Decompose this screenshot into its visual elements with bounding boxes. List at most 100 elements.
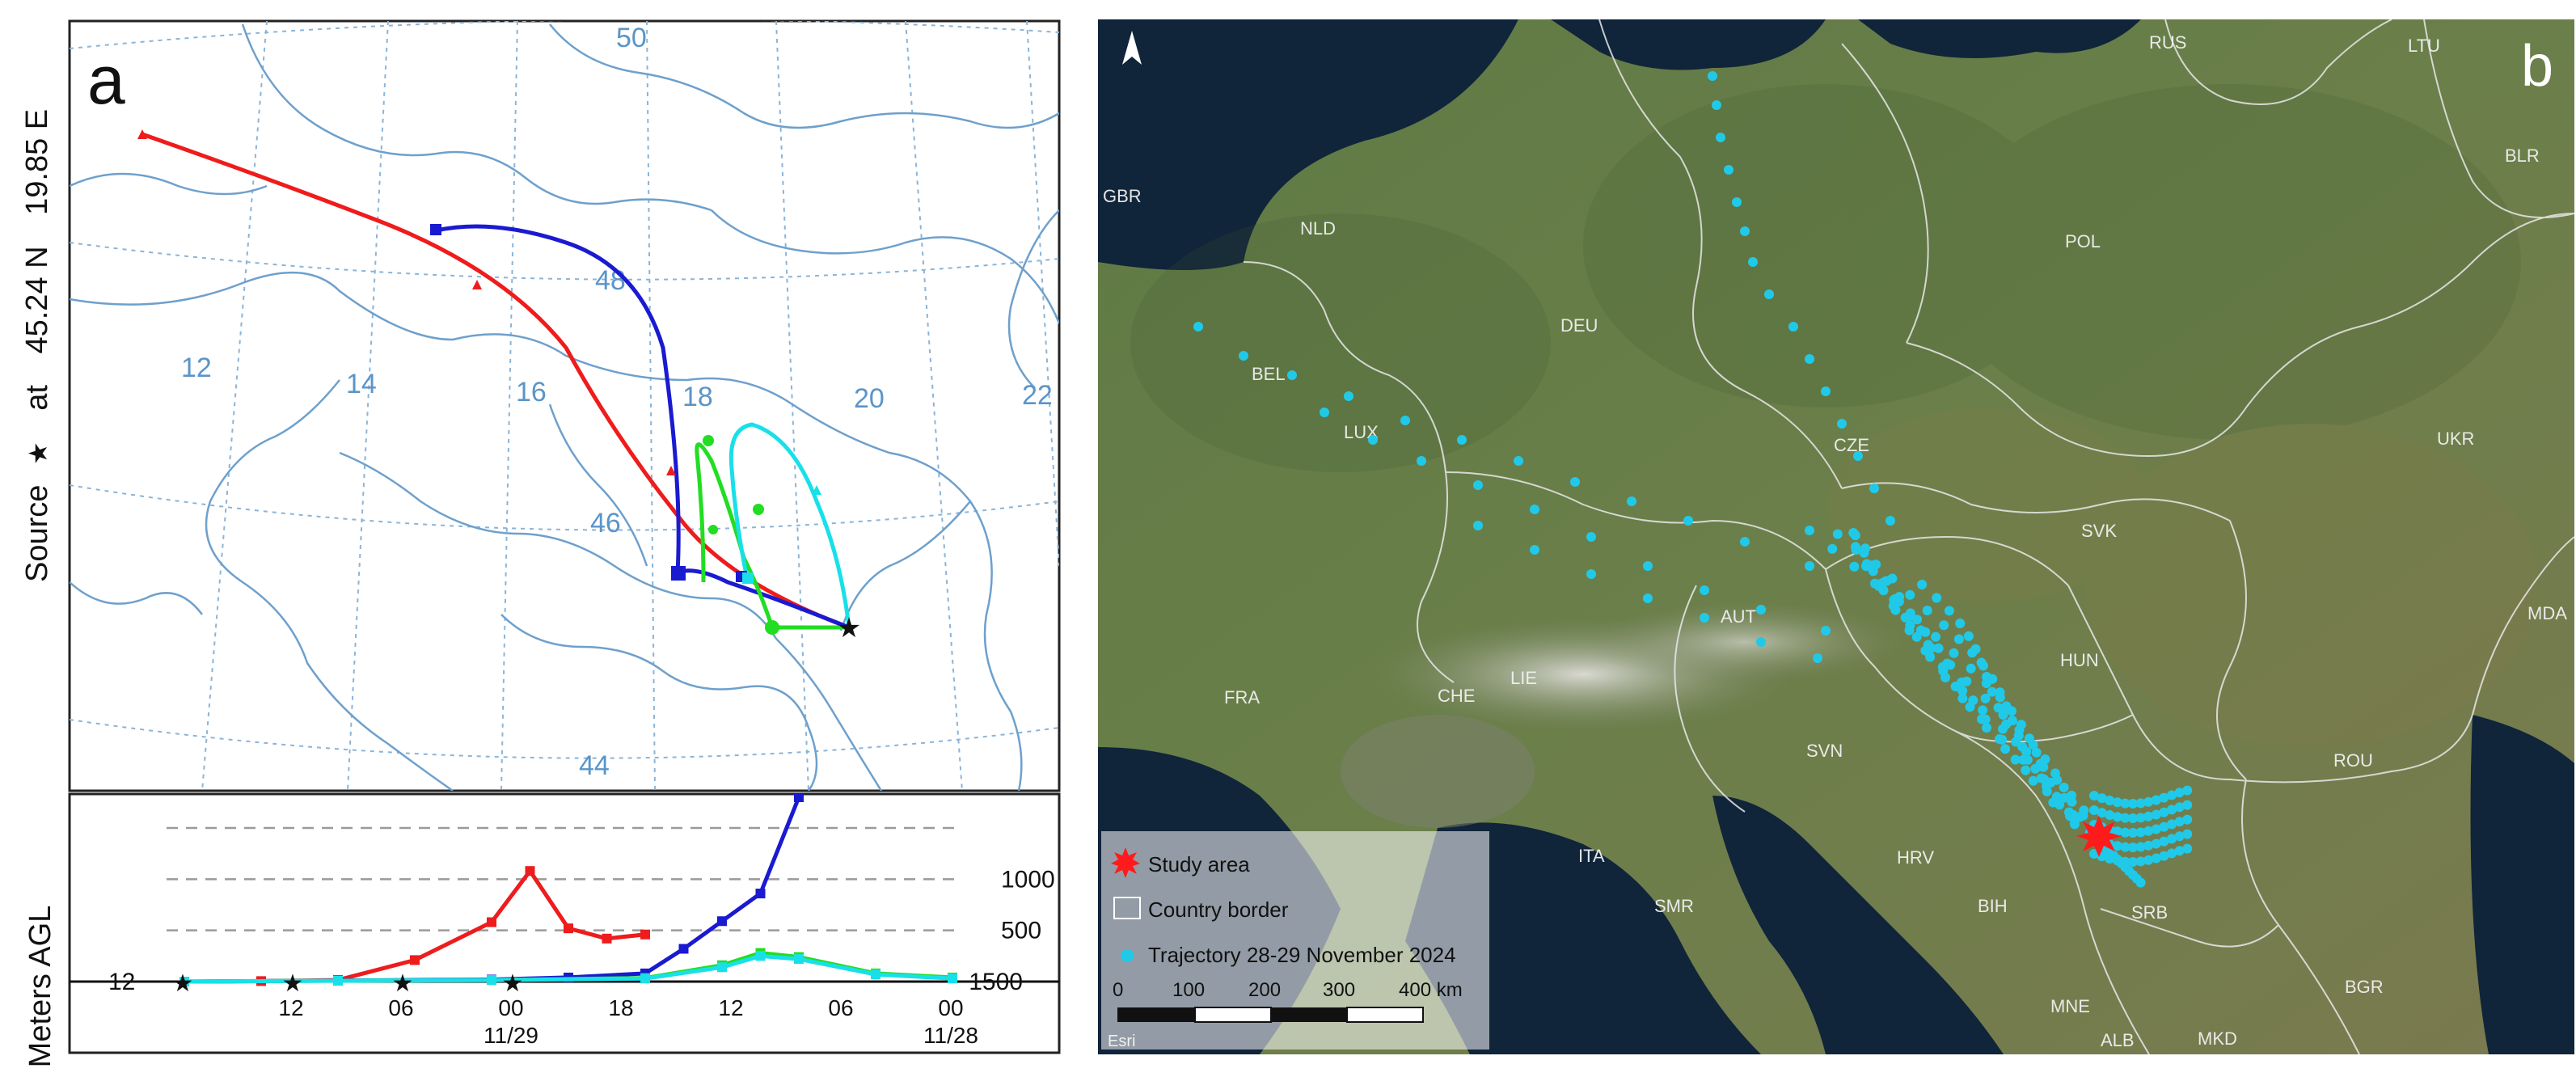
country-label: FRA bbox=[1224, 687, 1260, 707]
trajectory-point bbox=[2051, 792, 2062, 802]
trajectory-point bbox=[2167, 805, 2177, 815]
trajectory-point bbox=[1732, 197, 1742, 207]
trajectory-point bbox=[1586, 569, 1596, 579]
trajectory-point bbox=[2174, 846, 2185, 856]
trajectory-point bbox=[1949, 648, 1959, 658]
black-sea bbox=[2470, 715, 2574, 1054]
trajectory-point bbox=[1953, 634, 1964, 644]
country-label: BLR bbox=[2505, 146, 2540, 166]
trajectory-point bbox=[1700, 613, 1709, 623]
trajectory-point bbox=[1756, 637, 1766, 647]
trajectory-point bbox=[2069, 818, 2080, 829]
trajectory-point bbox=[1805, 526, 1814, 535]
trajectory-point bbox=[1957, 686, 1968, 696]
trajectory-point bbox=[1962, 676, 1972, 686]
trajectory-point bbox=[2128, 828, 2138, 838]
trajectory-point bbox=[1712, 100, 1721, 110]
scale-label: 200 bbox=[1248, 979, 1281, 1001]
trajectory-point bbox=[2182, 829, 2193, 839]
trajectory-point bbox=[1740, 226, 1750, 236]
trajectory-point bbox=[2112, 841, 2122, 851]
country-label: SRB bbox=[2131, 902, 2168, 923]
green-trajectory bbox=[695, 442, 849, 630]
circle-marker bbox=[753, 504, 764, 515]
trajectory-point bbox=[1868, 566, 1878, 577]
x-star-marker-icon: ★ bbox=[282, 970, 304, 997]
trajectory-point bbox=[1716, 133, 1725, 142]
trajectory-point bbox=[1976, 657, 1987, 668]
country-label: MDA bbox=[2527, 603, 2567, 623]
country-label: MNE bbox=[2050, 996, 2090, 1016]
trajectory-point bbox=[1813, 653, 1822, 663]
trajectory-point bbox=[1570, 477, 1580, 487]
country-label: BEL bbox=[1252, 364, 1286, 384]
alps-snow bbox=[1583, 602, 1907, 682]
trajectory-point bbox=[1627, 496, 1636, 506]
trajectory-point bbox=[2105, 796, 2115, 805]
trajectory-point bbox=[2059, 782, 2069, 792]
x-tick-label: 06 bbox=[388, 995, 413, 1020]
country-label: LTU bbox=[2408, 36, 2440, 56]
trajectory-point bbox=[2143, 826, 2154, 836]
country-labels: RUS LTU BLR GBR NLD POL DEU BEL LUX CZE … bbox=[1103, 32, 2567, 1050]
trajectory-point bbox=[2016, 720, 2026, 730]
trajectory-point bbox=[1869, 484, 1879, 493]
lat-label: 50 bbox=[616, 23, 647, 53]
lon-label: 18 bbox=[682, 382, 713, 412]
country-label: UKR bbox=[2437, 429, 2474, 449]
trajectory-point bbox=[2011, 737, 2021, 747]
trajectory-point bbox=[1966, 663, 1976, 674]
trajectory-point bbox=[2151, 838, 2161, 849]
trajectory-point bbox=[2038, 762, 2049, 772]
trajectory-point bbox=[1917, 580, 1928, 589]
trajectory-point bbox=[1788, 322, 1798, 332]
trajectory-point bbox=[2182, 785, 2193, 796]
country-label: POL bbox=[2065, 231, 2101, 251]
trajectory-point bbox=[2067, 796, 2077, 807]
x-tick-label: 00 bbox=[938, 995, 963, 1020]
trajectory-point bbox=[1911, 631, 1922, 642]
lon-label: 20 bbox=[854, 383, 885, 414]
lon-label: 12 bbox=[181, 353, 212, 383]
country-label: LIE bbox=[1510, 668, 1537, 688]
trajectory-point bbox=[2050, 768, 2060, 779]
trajectory-point bbox=[1987, 686, 1997, 697]
trajectory-point bbox=[2167, 819, 2177, 830]
map-layer: 50 48 46 44 12 14 16 18 20 22 bbox=[70, 21, 1059, 791]
square-marker bbox=[742, 572, 754, 584]
trajectory-point bbox=[1923, 640, 1933, 650]
trajectory-point bbox=[2174, 788, 2185, 798]
y-tick-label: 500 bbox=[1001, 918, 1041, 944]
legend-trajectory-label: Trajectory 28-29 November 2024 bbox=[1148, 943, 1456, 967]
trajectory-point bbox=[2135, 813, 2146, 823]
ligurian-sea bbox=[1405, 822, 1761, 1054]
panel-a-trajectory-plot: 50 48 46 44 12 14 16 18 20 22 bbox=[0, 0, 1067, 1073]
lat-label: 48 bbox=[595, 265, 626, 296]
side-title-lat: 45.24 N bbox=[20, 246, 54, 353]
country-label: ALB bbox=[2101, 1030, 2135, 1050]
trajectory-point bbox=[2054, 800, 2065, 810]
trajectory-point bbox=[2151, 809, 2161, 820]
country-label: BGR bbox=[2345, 977, 2384, 997]
legend-trajectory-icon bbox=[1121, 949, 1134, 962]
scale-label: 300 bbox=[1323, 979, 1355, 1001]
baltic-sea bbox=[1858, 19, 2141, 58]
trajectory-point bbox=[2022, 754, 2033, 765]
trajectory-point bbox=[2159, 792, 2169, 803]
trajectory-point bbox=[2031, 747, 2042, 758]
height-series-point bbox=[794, 954, 804, 965]
trajectory-point bbox=[1997, 734, 2008, 745]
height-series-point bbox=[487, 917, 496, 927]
trajectory-point bbox=[1850, 530, 1860, 541]
side-title-source: Source bbox=[20, 485, 54, 582]
trajectory-point bbox=[1586, 532, 1596, 542]
trajectory-point bbox=[1965, 702, 1975, 712]
y-axis-label-text: Meters AGL bbox=[23, 906, 57, 1068]
trajectory-point bbox=[1900, 612, 1911, 623]
trajectory-point bbox=[1932, 593, 1942, 603]
trajectory-point bbox=[1982, 672, 1991, 682]
trajectory-point bbox=[2000, 744, 2011, 754]
country-label: CHE bbox=[1438, 686, 1475, 706]
trajectory-point bbox=[2036, 773, 2046, 783]
trajectory-point bbox=[1821, 386, 1831, 396]
